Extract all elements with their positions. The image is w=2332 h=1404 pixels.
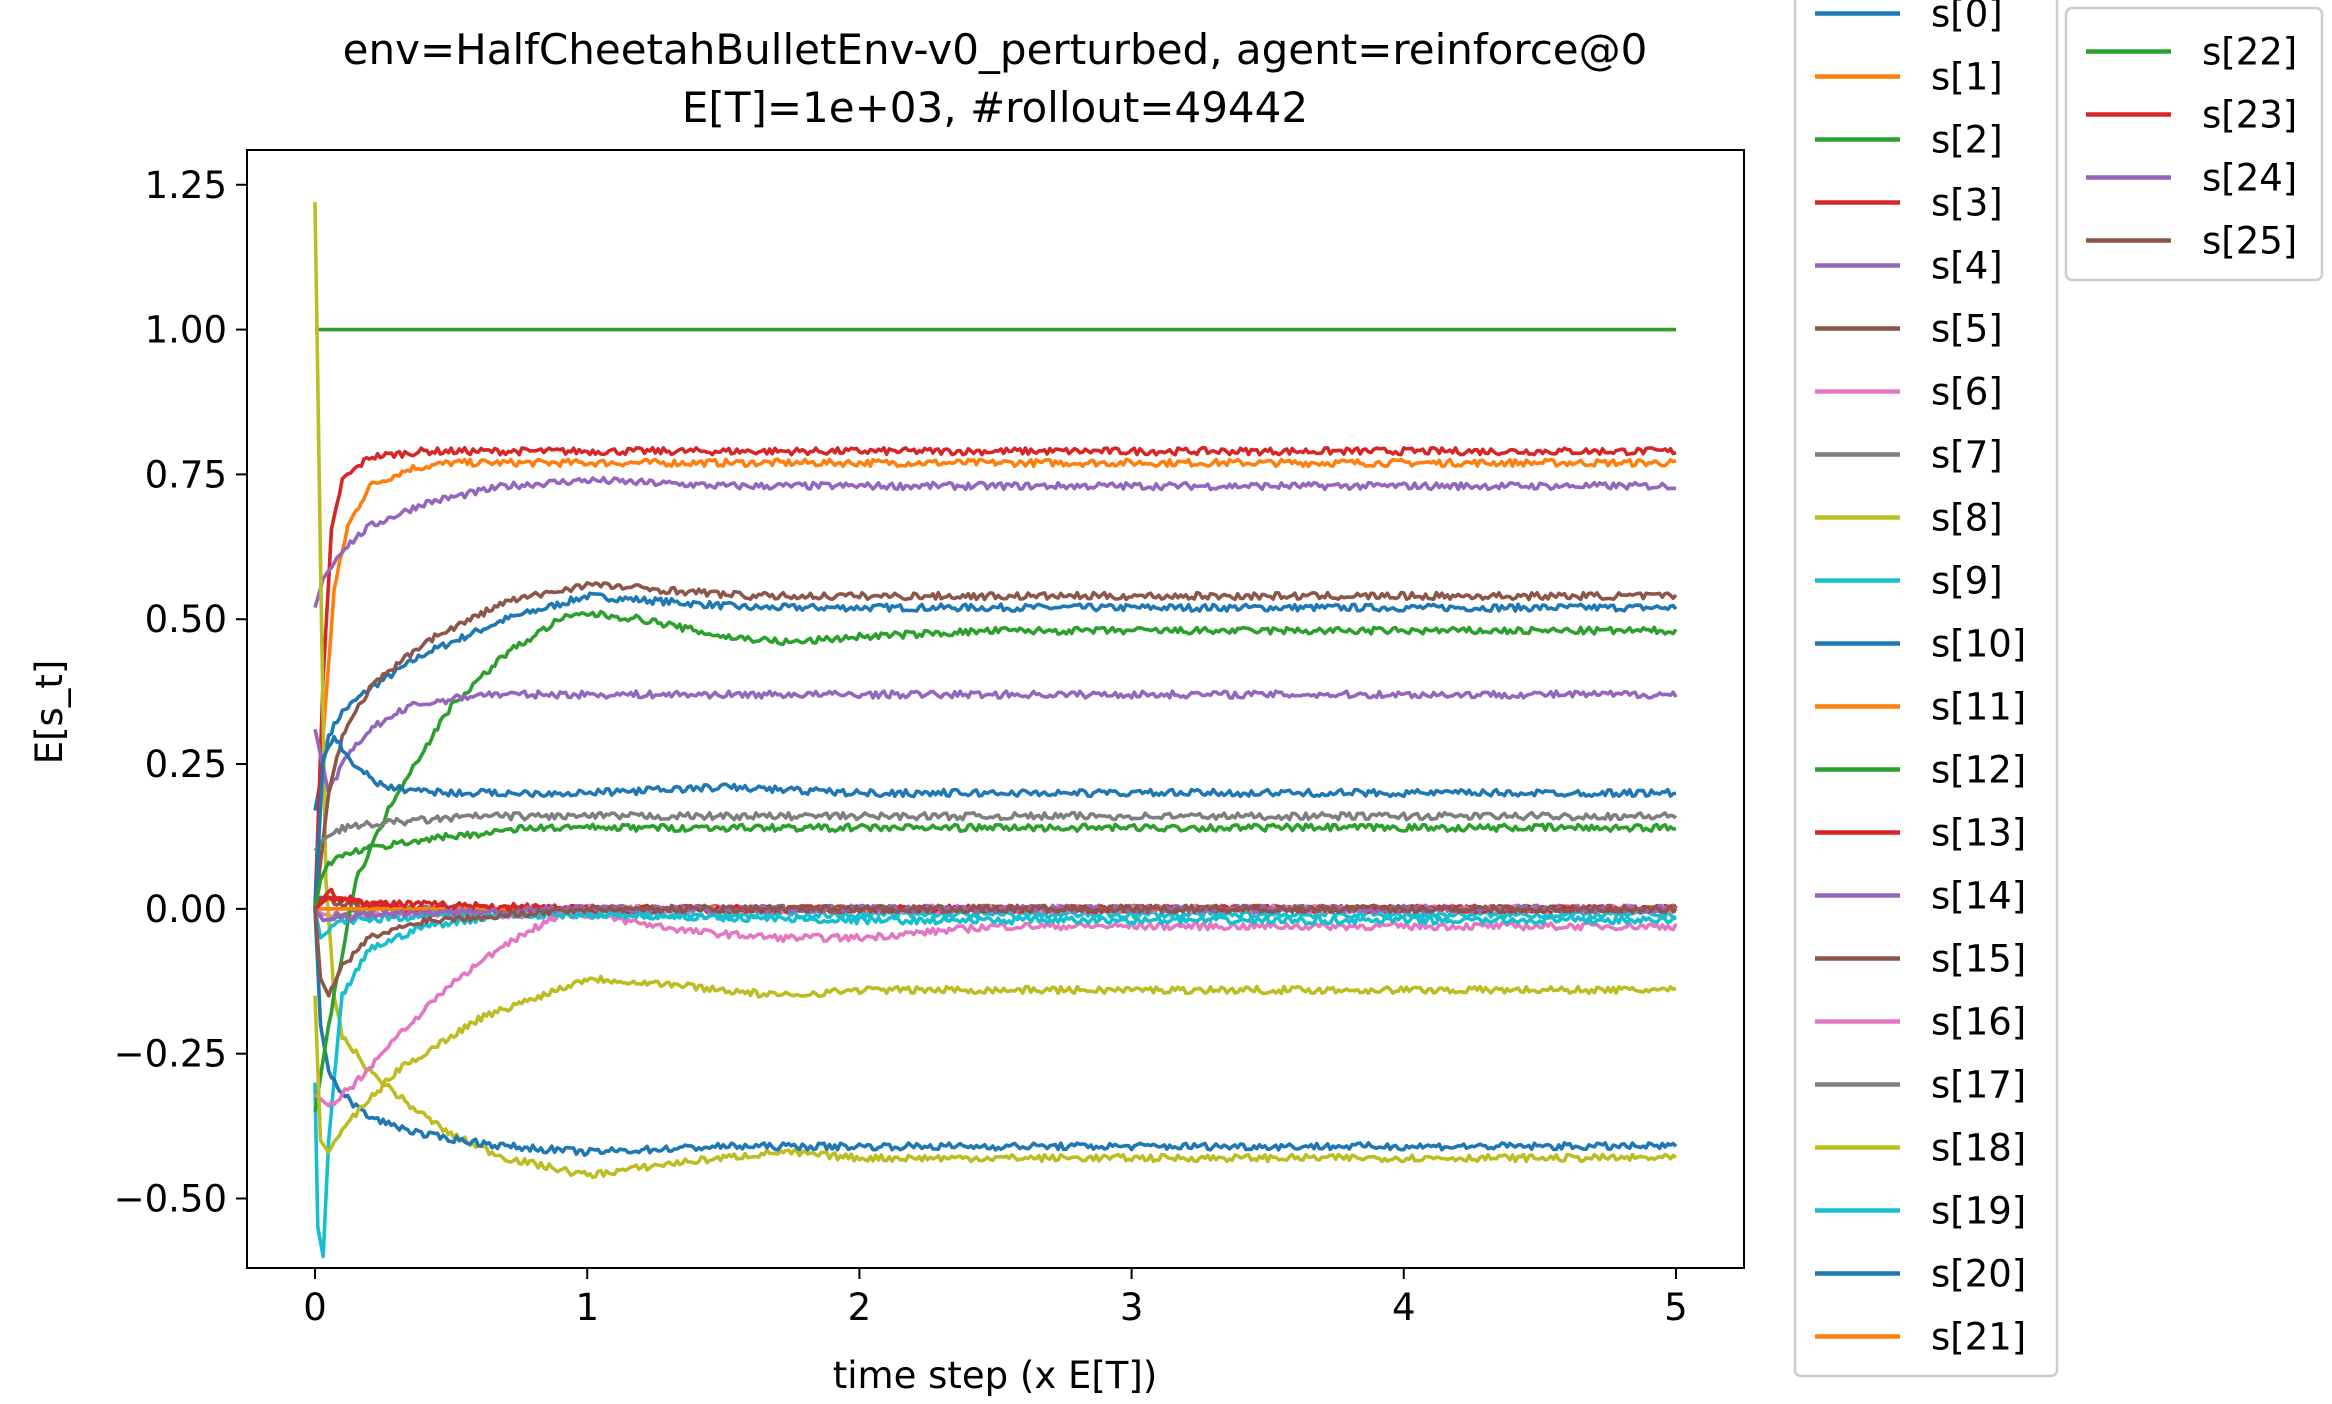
x-tick-label: 3: [1120, 1286, 1144, 1329]
legend-label: s[14]: [1931, 875, 2026, 918]
series-line-0: [313, 591, 1678, 811]
series-line-16: [313, 903, 1677, 1108]
x-axis-label: time step (x E[T]): [833, 1354, 1158, 1397]
y-tick-label: 0.50: [145, 598, 227, 641]
legend-label: s[18]: [1931, 1127, 2026, 1170]
series-line-14: [313, 689, 1678, 795]
y-tick-label: −0.25: [114, 1033, 227, 1076]
series-line-17: [313, 810, 1678, 852]
x-axis: 0 1 2 3 4 5: [303, 1268, 1688, 1329]
series-line-8: [313, 202, 1677, 1180]
legend-label: s[0]: [1931, 0, 2003, 36]
legend-label: s[24]: [2202, 157, 2297, 200]
legend-label: s[1]: [1931, 56, 2003, 99]
legend: s[0] s[1] s[2] s[3] s[4] s[5] s[6] s[7] s[8] s[9]…: [1793, 0, 2324, 1378]
legend-label: s[2]: [1931, 119, 2003, 162]
legend-label: s[9]: [1931, 560, 2003, 603]
chart-title-line2: E[T]=1e+03, #rollout=49442: [682, 83, 1308, 132]
series-line-1: [313, 457, 1677, 909]
x-tick-label: 0: [303, 1286, 327, 1329]
legend-box-2: [2064, 6, 2324, 282]
y-tick-label: 1.25: [145, 164, 227, 207]
plot-frame: [246, 149, 1745, 1269]
y-tick-label: 0.25: [145, 743, 227, 786]
y-tick-label: 1.00: [145, 309, 227, 352]
legend-label: s[3]: [1931, 182, 2003, 225]
legend-label: s[23]: [2202, 94, 2297, 137]
series-line-10: [313, 908, 1678, 1157]
series-lines: [313, 202, 1678, 1259]
x-tick-label: 5: [1664, 1286, 1688, 1329]
series-line-22: [313, 822, 1677, 910]
legend-label: s[20]: [1931, 1253, 2026, 1296]
x-tick-label: 1: [575, 1286, 599, 1329]
x-tick-label: 2: [848, 1286, 872, 1329]
series-line-25: [313, 903, 1678, 998]
legend-box-1: [1793, 0, 2059, 1378]
legend-label: s[4]: [1931, 245, 2003, 288]
series-line-20: [313, 734, 1677, 909]
y-tick-label: 0.00: [145, 888, 227, 931]
legend-label: s[21]: [1931, 1316, 2026, 1359]
y-tick-label: 0.75: [145, 453, 227, 496]
legend-label: s[7]: [1931, 434, 2003, 477]
legend-label: s[16]: [1931, 1001, 2026, 1044]
series-line-9: [313, 909, 1677, 1259]
legend-label: s[12]: [1931, 749, 2026, 792]
x-tick-label: 4: [1392, 1286, 1416, 1329]
legend-label: s[13]: [1931, 812, 2026, 855]
y-axis: 1.25 1.00 0.75 0.50 0.25 0.00 −0.25 −0.50: [114, 164, 247, 1220]
legend-label: s[8]: [1931, 497, 2003, 540]
series-line-3: [313, 445, 1677, 909]
legend-label: s[17]: [1931, 1064, 2026, 1107]
series-line-18: [313, 974, 1677, 1154]
legend-label: s[10]: [1931, 623, 2026, 666]
legend-label: s[19]: [1931, 1190, 2026, 1233]
series-line-4: [313, 475, 1677, 609]
legend-label: s[22]: [2202, 31, 2297, 74]
y-tick-label: −0.50: [114, 1177, 227, 1220]
legend-label: s[25]: [2202, 220, 2297, 263]
legend-label: s[5]: [1931, 308, 2003, 351]
y-axis-label: E[s_t]: [28, 660, 71, 765]
legend-label: s[15]: [1931, 938, 2026, 981]
chart-title-line1: env=HalfCheetahBulletEnv-v0_perturbed, a…: [343, 25, 1648, 74]
series-line-12: [313, 609, 1678, 1112]
legend-label: s[6]: [1931, 371, 2003, 414]
legend-label: s[11]: [1931, 686, 2026, 729]
series-line-15: [313, 581, 1678, 910]
